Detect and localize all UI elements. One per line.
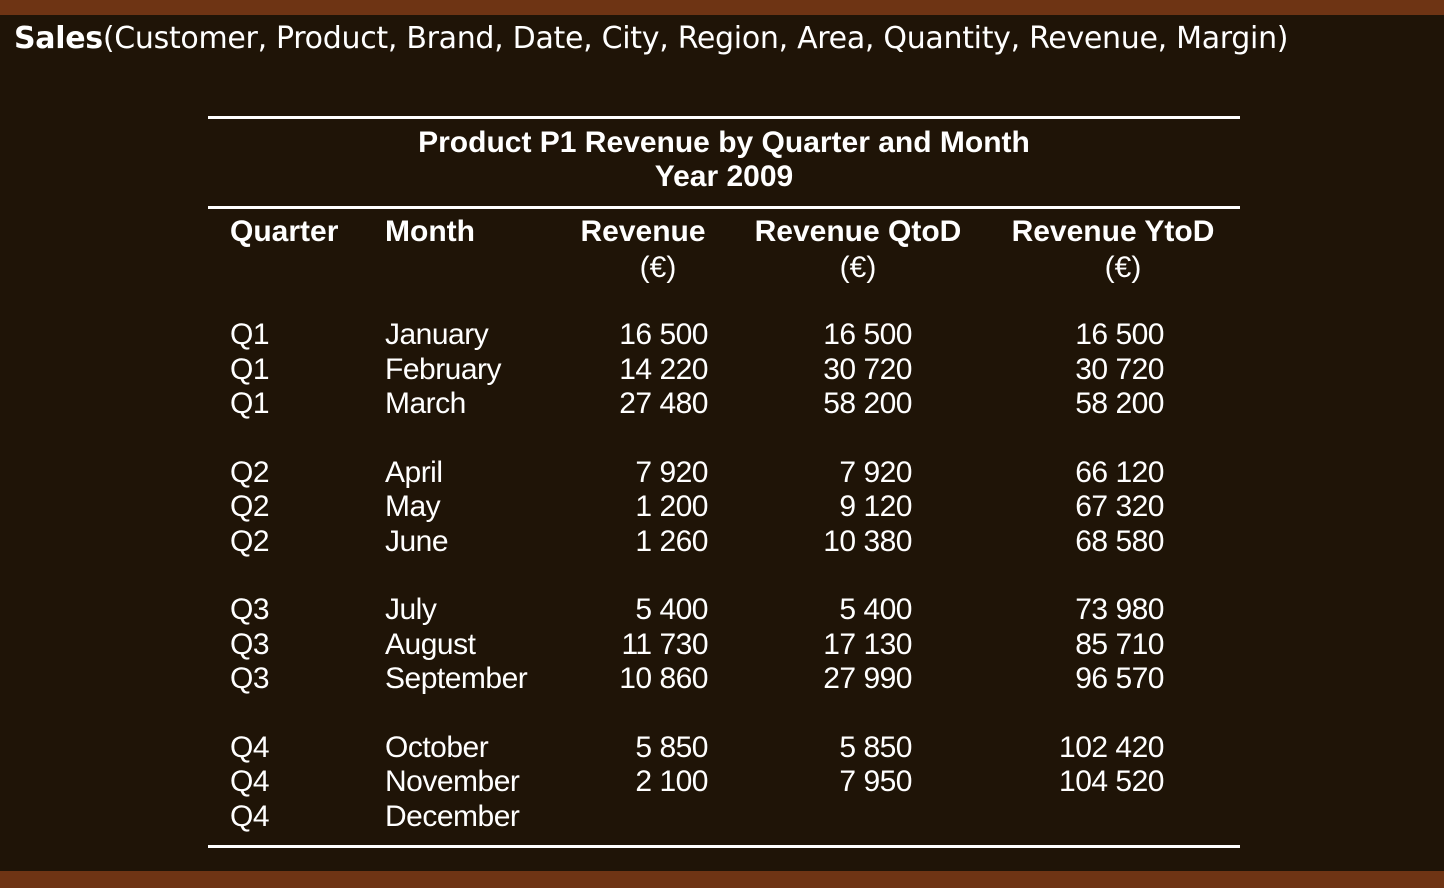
cell-revenue-qtod: 10 380 (823, 524, 912, 558)
cell-revenue-qtod: 17 130 (823, 627, 912, 661)
cell-revenue-ytod: 66 120 (1075, 455, 1164, 489)
cell-revenue-qtod: 5 400 (839, 593, 912, 626)
cell-revenue: 5 850 (635, 730, 708, 764)
table-top-rule (208, 116, 1240, 119)
cell-revenue: 10 860 (619, 662, 708, 695)
cell-revenue-ytod: 30 720 (1075, 352, 1164, 386)
cell-revenue-qtod: 7 920 (839, 455, 912, 489)
table-bottom-rule (208, 845, 1240, 848)
header-revenue: Revenue (580, 215, 706, 248)
header-revenue-ytod: Revenue YtoD (1011, 215, 1215, 248)
cell-quarter: Q2 (230, 490, 270, 523)
cell-revenue-ytod: 73 980 (1075, 593, 1164, 626)
cell-quarter: Q2 (230, 455, 270, 489)
cell-revenue-qtod: 27 990 (823, 662, 912, 695)
top-border-bar (0, 0, 1444, 15)
cell-revenue-ytod: 58 200 (1075, 387, 1164, 420)
table-subtitle: Year 2009 (654, 160, 794, 193)
cell-revenue: 2 100 (635, 765, 708, 798)
cell-month: October (385, 730, 489, 764)
cell-month: April (385, 455, 443, 489)
header-revenue-qtod-unit: (€) (839, 251, 877, 284)
cell-quarter: Q1 (230, 387, 270, 420)
cell-revenue-ytod: 96 570 (1075, 662, 1164, 695)
table-header-rule (208, 206, 1240, 209)
cell-revenue-ytod: 102 420 (1059, 730, 1164, 764)
cell-month: December (385, 799, 520, 833)
cell-revenue: 7 920 (635, 455, 708, 489)
relation-attributes: (Customer, Product, Brand, Date, City, R… (102, 21, 1289, 56)
cell-month: September (385, 662, 528, 695)
cell-quarter: Q1 (230, 318, 270, 351)
cell-revenue: 14 220 (619, 352, 708, 386)
cell-quarter: Q1 (230, 352, 270, 386)
cell-month: November (385, 765, 520, 798)
cell-month: May (385, 490, 441, 523)
header-revenue-unit: (€) (639, 251, 677, 284)
cell-revenue-ytod: 85 710 (1075, 627, 1164, 661)
cell-revenue-qtod: 5 850 (839, 730, 912, 764)
relation-name: Sales (14, 21, 103, 56)
cell-quarter: Q2 (230, 524, 270, 558)
header-revenue-qtod: Revenue QtoD (754, 215, 962, 248)
header-month: Month (385, 215, 475, 248)
cell-revenue: 1 200 (635, 490, 708, 523)
cell-quarter: Q3 (230, 627, 270, 661)
cell-revenue-qtod: 16 500 (823, 318, 912, 351)
cell-quarter: Q4 (230, 799, 270, 833)
cell-month: March (385, 387, 466, 420)
cell-month: January (385, 318, 489, 351)
header-quarter: Quarter (230, 215, 339, 248)
cell-revenue-ytod: 67 320 (1075, 490, 1164, 523)
cell-month: July (385, 593, 437, 626)
relation-schema: Sales(Customer, Product, Brand, Date, Ci… (14, 18, 1434, 60)
cell-quarter: Q4 (230, 730, 270, 764)
header-revenue-ytod-unit: (€) (1104, 251, 1142, 284)
cell-month: August (385, 627, 476, 661)
table-title: Product P1 Revenue by Quarter and Month (418, 126, 1030, 159)
cell-revenue: 1 260 (635, 524, 708, 558)
cell-revenue-ytod: 104 520 (1059, 765, 1164, 798)
cell-quarter: Q3 (230, 593, 270, 626)
bottom-border-bar (0, 871, 1444, 888)
cell-month: June (385, 524, 449, 558)
cell-revenue-ytod: 68 580 (1075, 524, 1164, 558)
cell-revenue-qtod: 7 950 (839, 765, 912, 798)
cell-revenue: 27 480 (619, 387, 708, 420)
cell-revenue: 16 500 (619, 318, 708, 351)
cell-revenue-qtod: 30 720 (823, 352, 912, 386)
cell-quarter: Q3 (230, 662, 270, 695)
cell-revenue: 5 400 (635, 593, 708, 626)
cell-revenue: 11 730 (621, 627, 708, 661)
cell-revenue-ytod: 16 500 (1075, 318, 1164, 351)
cell-revenue-qtod: 9 120 (839, 490, 912, 523)
cell-month: February (385, 352, 502, 386)
cell-quarter: Q4 (230, 765, 270, 798)
cell-revenue-qtod: 58 200 (823, 387, 912, 420)
